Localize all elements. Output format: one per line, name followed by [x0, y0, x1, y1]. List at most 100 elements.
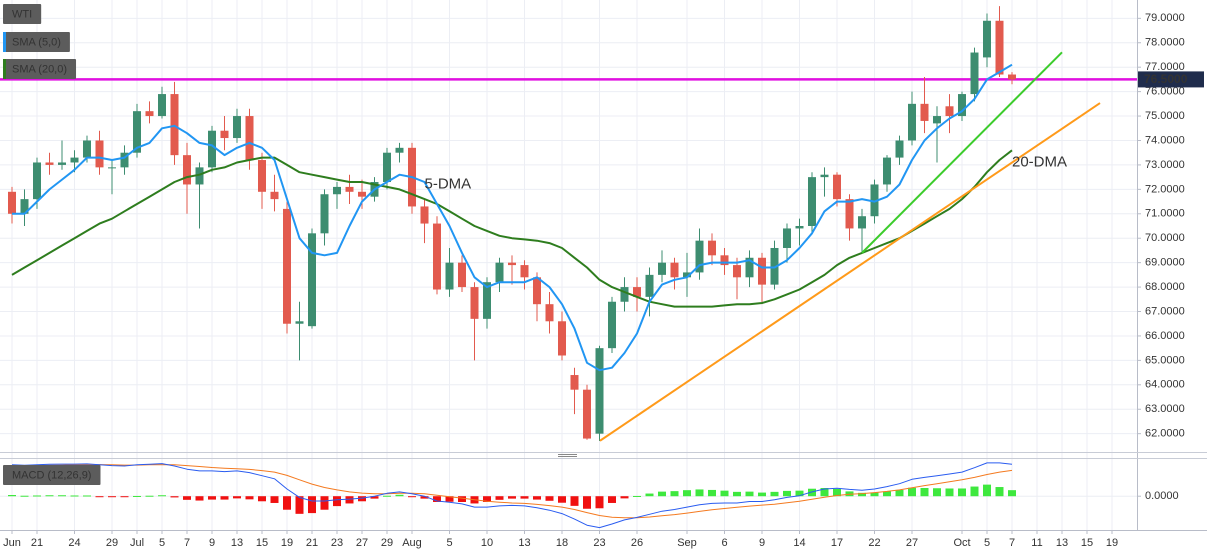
macd-histogram-bar	[158, 495, 166, 497]
x-tick-label: 27	[906, 537, 918, 549]
macd-histogram-bar	[370, 496, 379, 499]
macd-histogram-bar	[720, 490, 729, 497]
macd-histogram-bar	[33, 495, 41, 497]
panel-grip[interactable]	[558, 454, 577, 457]
annotation: 20-DMA	[1012, 153, 1067, 170]
x-tick-label: 5	[159, 537, 165, 549]
x-tick-label: 27	[356, 537, 368, 549]
x-tick-label: 21	[306, 537, 318, 549]
macd-histogram-bar	[670, 491, 679, 497]
trendline	[861, 51, 1063, 254]
x-tick-label: 23	[331, 537, 343, 549]
macd-histogram-bar	[408, 496, 416, 498]
macd-histogram-bar	[345, 496, 354, 504]
y-tick-label: 74.0000	[1145, 134, 1185, 146]
candle-body	[145, 111, 154, 117]
macd-histogram-bar	[333, 496, 341, 507]
candle-body	[983, 20, 991, 58]
macd-histogram-bar	[895, 489, 904, 497]
y-tick-label: 63.0000	[1145, 403, 1185, 415]
macd-histogram-bar	[208, 496, 216, 500]
x-tick-label: 22	[868, 537, 880, 549]
candle-body	[70, 157, 79, 163]
candle-body	[720, 255, 729, 266]
y-tick-label: 65.0000	[1145, 354, 1185, 366]
legend-box	[3, 59, 77, 79]
x-tick-label: 13	[231, 537, 243, 549]
macd-histogram-bar	[820, 488, 829, 497]
macd-histogram-bar	[220, 496, 229, 500]
macd-histogram-bar	[733, 491, 741, 497]
macd-histogram-bar	[1008, 490, 1016, 497]
macd-histogram-bar	[8, 495, 16, 497]
candle-body	[458, 262, 466, 288]
legend-label: MACD (12,26,9)	[12, 469, 91, 481]
macd-histogram-bar	[908, 487, 916, 497]
legend-item: SMA (5,0)	[3, 32, 70, 52]
candle-body	[845, 199, 854, 229]
macd-histogram-bar	[383, 495, 391, 497]
macd-histogram-bar	[920, 488, 929, 497]
candle-body	[733, 265, 741, 278]
x-tick-label: Sep	[677, 537, 697, 549]
macd-histogram-bar	[145, 495, 154, 497]
y-tick-label: 69.0000	[1145, 257, 1185, 269]
x-tick-label: 9	[759, 537, 765, 549]
candle-body	[195, 167, 204, 185]
candle-body	[708, 240, 716, 256]
candle-body	[345, 186, 354, 192]
candle-body	[445, 262, 454, 290]
macd-histogram-bar	[483, 496, 491, 502]
macd-histogram-bar	[70, 495, 79, 497]
x-tick-label: 7	[184, 537, 190, 549]
macd-histogram-bar	[20, 495, 29, 497]
x-tick-label: 19	[281, 537, 293, 549]
macd-histogram-bar	[508, 496, 516, 499]
candle-body	[20, 199, 29, 214]
macd-histogram-bar	[283, 496, 291, 510]
macd-histogram-bar	[133, 495, 141, 497]
candle-body	[333, 186, 341, 195]
candle-body	[895, 140, 904, 158]
macd-histogram-bar	[295, 496, 304, 514]
candle-body	[395, 147, 404, 153]
y-tick-label: 76.0000	[1145, 86, 1185, 98]
macd-histogram-bar	[633, 495, 641, 497]
candle-body	[583, 389, 591, 439]
macd-histogram-bar	[983, 484, 991, 497]
macd-histogram-bar	[183, 496, 191, 500]
macd-histogram-bar	[445, 496, 454, 502]
x-tick-label: 9	[209, 537, 215, 549]
y-tick-label: 70.0000	[1145, 232, 1185, 244]
macd-histogram-bar	[570, 496, 579, 506]
macd-histogram-bar	[458, 496, 466, 502]
macd-histogram-bar	[883, 491, 891, 497]
legend-swatch	[3, 59, 6, 79]
candle-body	[358, 191, 366, 197]
legend-label: SMA (5,0)	[12, 36, 61, 48]
macd-histogram-bar	[583, 496, 591, 509]
legend-label: WTI	[12, 8, 32, 20]
macd-signal-line	[11, 464, 1013, 519]
macd-histogram-bar	[395, 494, 404, 497]
candle-body	[108, 167, 116, 169]
candle-body	[745, 257, 754, 278]
x-tick-label: 6	[721, 537, 727, 549]
candle-body	[970, 52, 979, 95]
candle-body	[833, 174, 841, 200]
candle-body	[245, 116, 254, 161]
macd-histogram-bar	[608, 496, 616, 503]
candle-body	[483, 282, 491, 319]
macd-histogram-bar	[545, 496, 554, 501]
candle-body	[808, 177, 816, 226]
macd-histogram-bar	[658, 491, 666, 497]
candle-body	[658, 262, 666, 275]
candle-body	[470, 287, 479, 319]
macd-histogram-bar	[933, 488, 941, 497]
y-tick-label: 79.0000	[1145, 12, 1185, 24]
x-tick-label: 15	[256, 537, 268, 549]
x-tick-label: Jun	[3, 537, 21, 549]
macd-histogram-bar	[945, 488, 954, 497]
candle-body	[45, 162, 54, 165]
x-tick-label: 5	[446, 537, 452, 549]
